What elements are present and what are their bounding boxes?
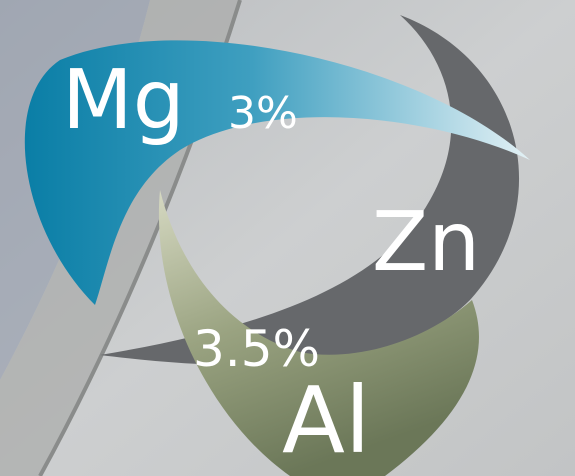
mg-swoosh: [24, 40, 531, 305]
element-label: Al: [282, 367, 371, 474]
zn-swoosh: [100, 15, 520, 366]
al-swoosh: [158, 190, 479, 476]
element-label: Mg: [62, 53, 185, 148]
element-percent: 3.5%: [193, 320, 320, 378]
element-percent: 3%: [228, 88, 298, 139]
element-label: Zn: [372, 195, 480, 290]
